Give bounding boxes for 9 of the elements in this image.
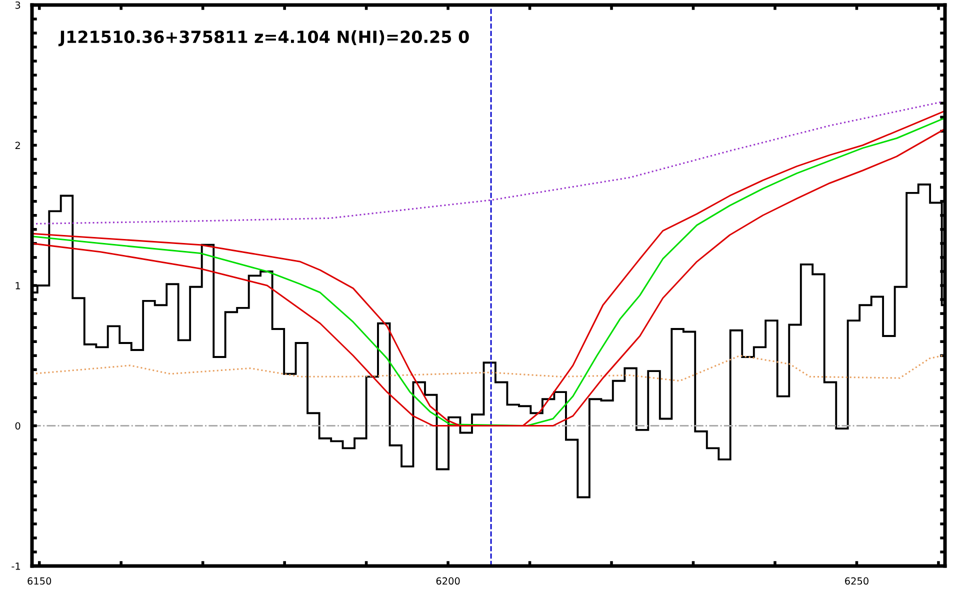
y-tick-label: 2	[15, 142, 20, 149]
x-tick-label: 6200	[436, 577, 460, 585]
annotation: J121510.36+375811 z=4.104 N(HI)=20.25 0	[58, 30, 469, 46]
y-tick-label: -1	[12, 562, 20, 570]
x-tick-label: 6250	[845, 577, 868, 585]
y-tick-label: 3	[15, 1, 20, 9]
y-tick-label: 0	[15, 422, 20, 430]
x-tick-label: 6150	[28, 577, 52, 585]
y-tick-label: 1	[16, 282, 20, 290]
